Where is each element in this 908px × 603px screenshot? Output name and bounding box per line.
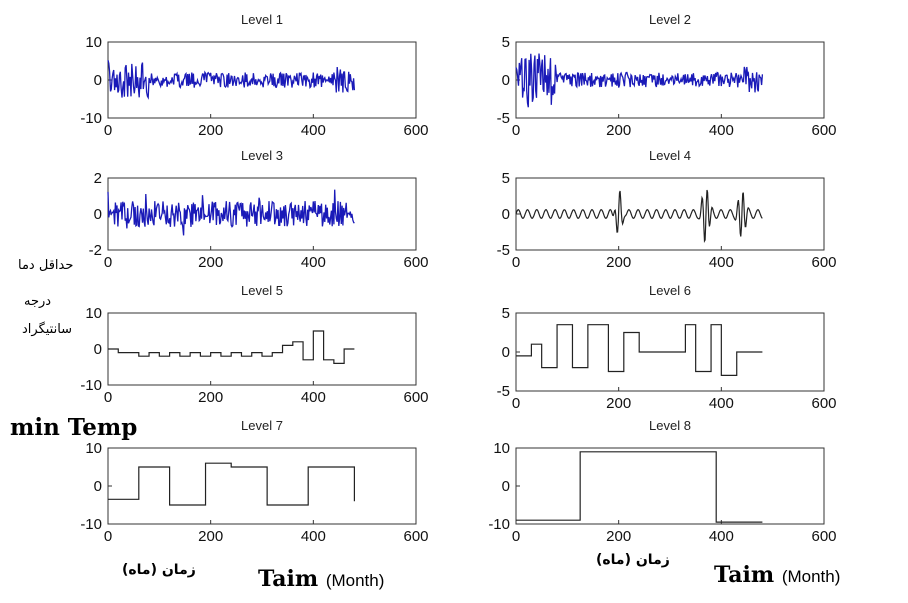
x-tick-label: 600 [403,389,428,406]
y-tick-label: 0 [94,478,102,495]
y-tick-label: 0 [502,72,510,89]
xaxis-persian-left: زمان (ماه) [122,562,196,578]
x-tick-label: 200 [198,254,223,271]
y-tick-label: -10 [488,516,510,533]
min-temp-persian-line2: درجه [24,294,52,309]
min-temp-label: min Temp [10,414,138,441]
series-line [515,189,763,244]
y-tick-label: -10 [80,516,102,533]
x-tick-label: 400 [301,122,326,139]
x-tick-label: 600 [811,395,836,412]
subplot-title: Level 2 [649,12,691,27]
y-tick-label: -5 [497,383,510,400]
min-temp-persian-line3: سانتیگراد [22,322,73,337]
x-tick-label: 0 [104,389,112,406]
y-tick-label: -5 [497,242,510,259]
subplot-title: Level 4 [649,148,691,163]
x-tick-label: 0 [512,395,520,412]
subplot-title: Level 8 [649,418,691,433]
series-line [108,462,355,506]
y-tick-label: -10 [80,110,102,127]
series-line [107,60,356,100]
x-tick-label: 200 [198,389,223,406]
x-tick-label: 0 [512,528,520,545]
x-tick-label: 0 [512,254,520,271]
x-tick-label: 400 [301,528,326,545]
x-tick-label: 600 [811,528,836,545]
series-line [108,330,355,364]
y-tick-label: -2 [89,242,102,259]
taim-word-left: Taim [258,566,319,592]
x-tick-label: 200 [198,528,223,545]
x-tick-label: 200 [198,122,223,139]
series-line [515,53,764,108]
axes-box [107,312,417,386]
y-tick-label: 0 [502,478,510,495]
month-word-left: (Month) [325,571,385,590]
subplot-title: Level 3 [241,148,283,163]
y-tick-label: 5 [502,34,510,51]
series-line [107,189,355,236]
x-tick-label: 0 [104,122,112,139]
y-tick-label: 2 [94,170,102,187]
subplot-title: Level 5 [241,283,283,298]
x-tick-label: 400 [709,528,734,545]
y-tick-label: 10 [493,440,510,457]
x-tick-label: 200 [606,122,631,139]
axes-box [515,447,825,525]
x-tick-label: 0 [104,254,112,271]
taim-label-left: Taim (Month) [258,566,384,592]
x-tick-label: 400 [709,395,734,412]
x-tick-label: 600 [403,528,428,545]
y-tick-label: 0 [502,206,510,223]
taim-word-right: Taim [714,562,775,588]
taim-label-right: Taim (Month) [714,562,840,588]
x-tick-label: 200 [606,395,631,412]
y-tick-label: 10 [85,34,102,51]
x-tick-label: 400 [709,122,734,139]
y-tick-label: 0 [502,344,510,361]
x-tick-label: 400 [709,254,734,271]
axes-box [107,447,417,525]
x-tick-label: 600 [403,122,428,139]
x-tick-label: 200 [606,254,631,271]
y-tick-label: 10 [85,440,102,457]
y-tick-label: 10 [85,305,102,322]
subplot-title: Level 1 [241,12,283,27]
x-tick-label: 0 [104,528,112,545]
x-tick-label: 200 [606,528,631,545]
xaxis-persian-right: زمان (ماه) [596,552,670,568]
x-tick-label: 600 [811,254,836,271]
y-tick-label: -10 [80,377,102,394]
series-line [516,451,763,523]
x-tick-label: 0 [512,122,520,139]
series-line [516,324,763,376]
x-tick-label: 400 [301,389,326,406]
y-tick-label: 5 [502,305,510,322]
x-tick-label: 600 [811,122,836,139]
y-tick-label: -5 [497,110,510,127]
y-tick-label: 0 [94,72,102,89]
month-word-right: (Month) [781,567,841,586]
y-tick-label: 0 [94,206,102,223]
x-tick-label: 600 [403,254,428,271]
subplot-title: Level 7 [241,418,283,433]
y-tick-label: 0 [94,341,102,358]
x-tick-label: 400 [301,254,326,271]
y-tick-label: 5 [502,170,510,187]
min-temp-persian-line1: حداقل دما [18,258,74,273]
subplot-title: Level 6 [649,283,691,298]
